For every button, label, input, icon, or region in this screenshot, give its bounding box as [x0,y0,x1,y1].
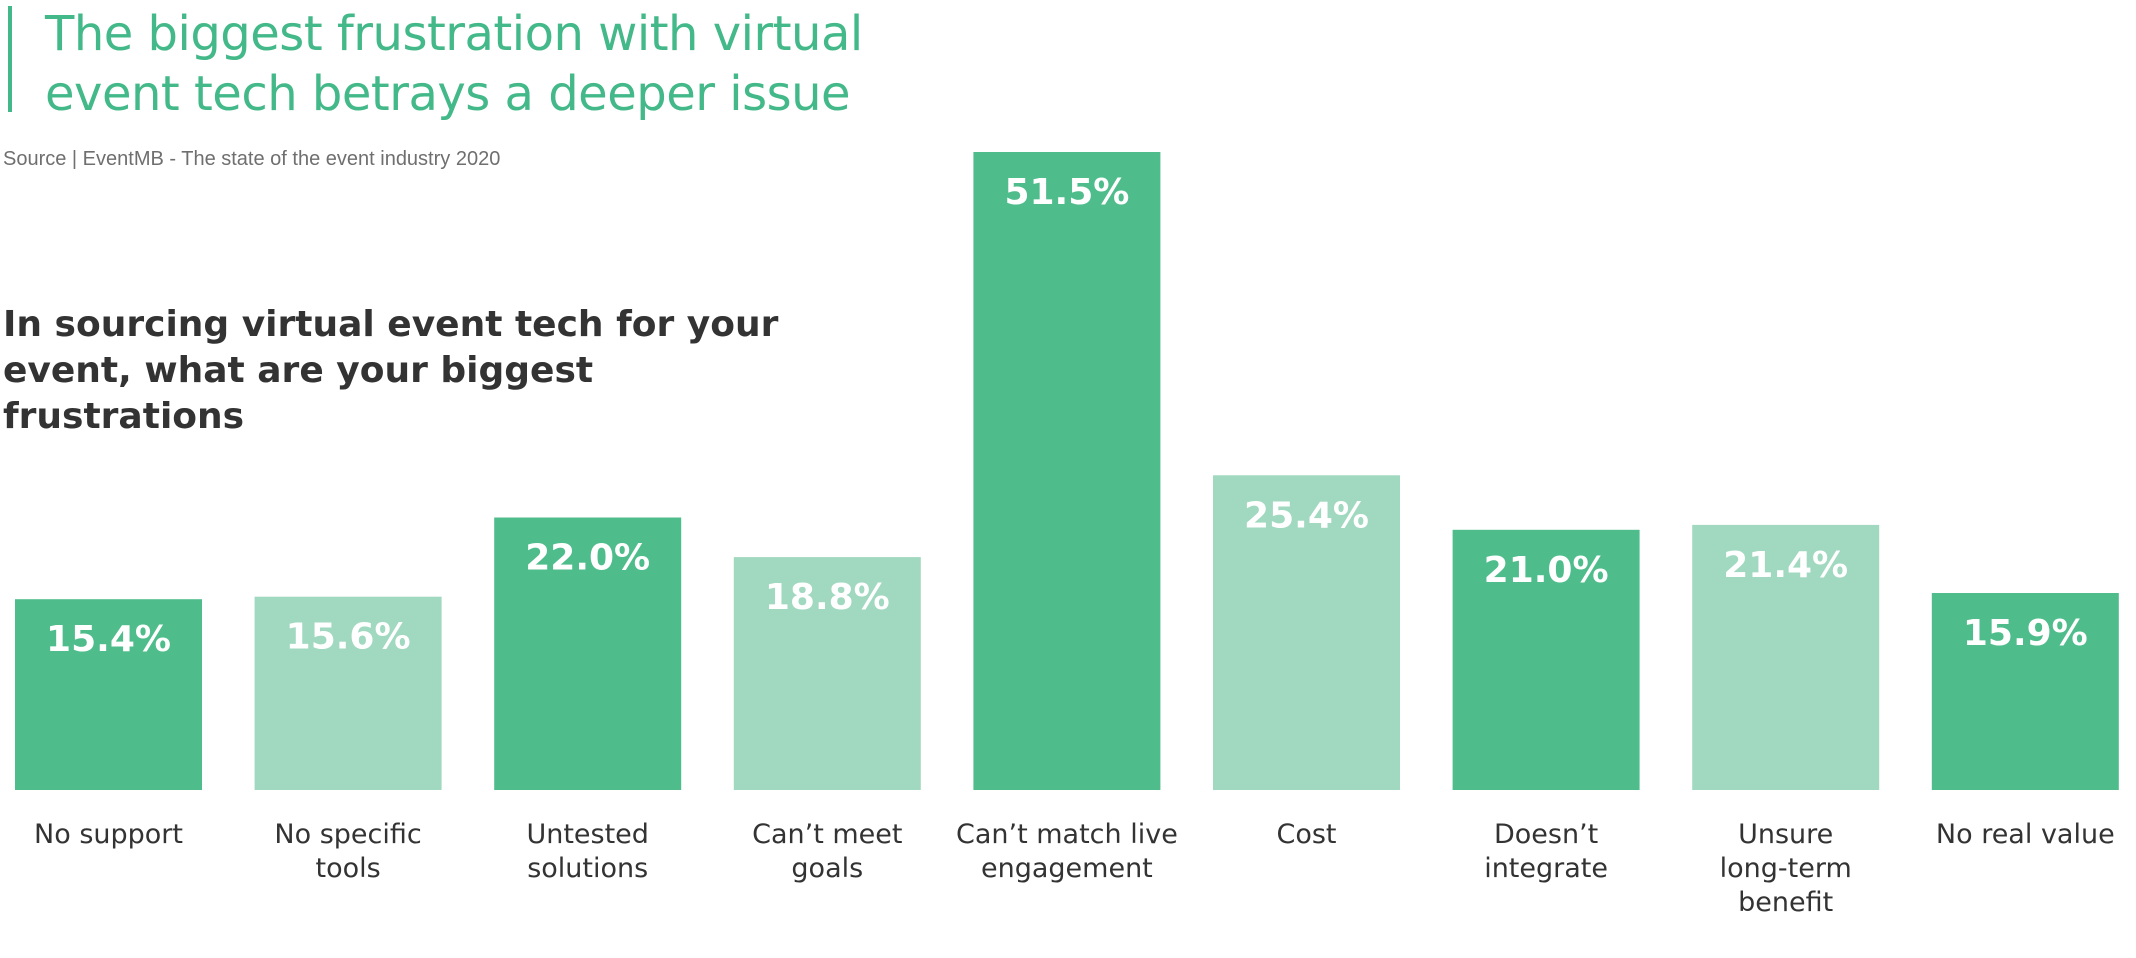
category-label: Unsure long-term benefit [1720,819,1852,918]
category-label-line: No specific [274,819,421,850]
bar [494,517,682,790]
category-label: Can’t meet goals [752,819,902,884]
category-label: No real value [1936,819,2115,850]
category-label: Doesn’t integrate [1484,819,1608,884]
bar-value-label: 15.4% [46,619,171,660]
page-title: The biggest frustration with virtual eve… [45,4,945,124]
bar [1213,475,1400,790]
source-note: Source | EventMB - The state of the even… [3,148,501,170]
bar-value-label: 15.6% [286,617,411,658]
category-label: No support [34,819,183,850]
category-label-line: Can’t meet [752,819,902,850]
bar [1931,593,2119,790]
bar-value-label: 21.0% [1484,550,1609,591]
bar [973,152,1161,790]
bar-value-label: 51.5% [1004,172,1129,213]
category-label: Can’t match live engagement [956,819,1178,884]
bar-value-label: 18.8% [765,577,890,618]
category-label-line: No support [34,819,183,850]
category-label-line: tools [315,853,380,884]
bar-value-label: 21.4% [1723,545,1848,586]
bar [254,596,442,790]
survey-question: In sourcing virtual event tech for your … [3,302,803,440]
category-label-line: Untested [526,819,648,850]
category-label: No specific tools [274,819,421,884]
title-accent-bar [8,6,12,112]
bar [15,599,202,790]
category-label-line: No real value [1936,819,2115,850]
category-label: Cost [1276,819,1336,850]
bar [1692,524,1880,790]
category-label-line: benefit [1738,887,1833,918]
category-label-line: Cost [1276,819,1336,850]
bar [1452,529,1640,790]
category-label-line: Can’t match live [956,819,1178,850]
question-line-2: event, what are your biggest frustration… [3,350,594,437]
category-label-line: engagement [981,853,1153,884]
category-label-line: long-term [1720,853,1852,884]
title-line-1: The biggest frustration with virtual [45,6,863,62]
category-label-line: solutions [527,853,648,884]
bar-value-label: 25.4% [1244,495,1369,536]
category-label-line: Unsure [1738,819,1833,850]
category-label: Untested solutions [526,819,648,884]
question-line-1: In sourcing virtual event tech for your [3,304,779,345]
bar-value-label: 22.0% [525,538,650,579]
bar-value-label: 15.9% [1963,613,2088,654]
category-label-line: Doesn’t [1494,819,1598,850]
category-label-line: goals [791,853,863,884]
bar [733,557,921,790]
title-line-2: event tech betrays a deeper issue [45,66,851,122]
category-label-line: integrate [1484,853,1608,884]
